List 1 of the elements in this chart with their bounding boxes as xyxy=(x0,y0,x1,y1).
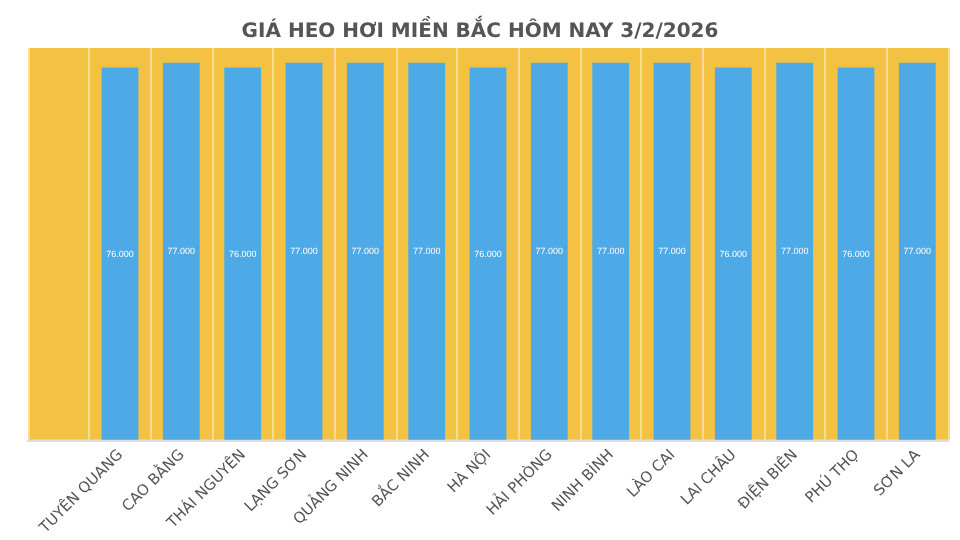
chart-title: GIÁ HEO HƠI MIỀN BẮC HÔM NAY 3/2/2026 xyxy=(241,15,719,43)
